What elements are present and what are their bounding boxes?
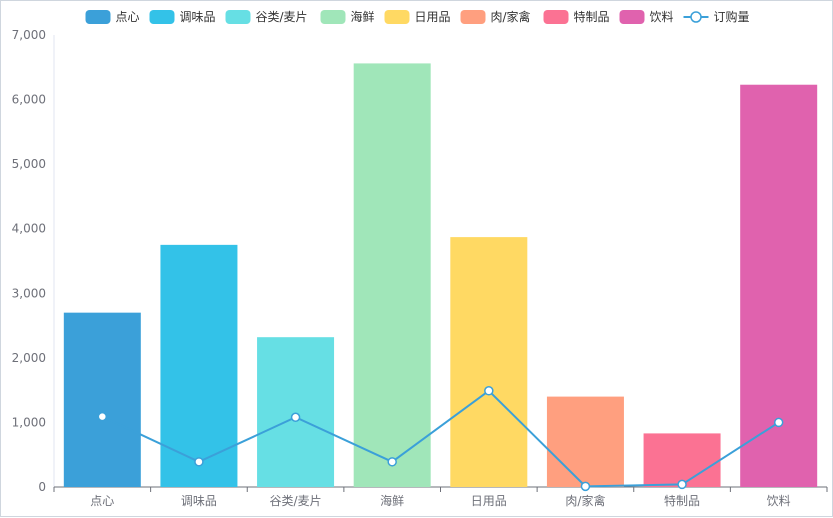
line-point <box>484 386 494 396</box>
legend-swatch <box>320 10 346 24</box>
x-tick-label: 海鲜 <box>380 493 404 508</box>
y-tick-label: 3,000 <box>12 286 46 300</box>
legend-label: 调味品 <box>180 10 216 24</box>
x-tick-label: 点心 <box>90 494 114 508</box>
y-tick-label: 7,000 <box>12 28 46 42</box>
line-point <box>290 412 301 423</box>
x-tick-label: 饮料 <box>767 494 791 508</box>
legend-label: 日用品 <box>415 10 451 24</box>
x-tick-label: 调味品 <box>181 494 217 508</box>
legend-label: 订购量 <box>714 9 750 24</box>
bar <box>643 433 721 487</box>
legend-line-marker <box>690 11 702 23</box>
legend-label: 谷类/麦片 <box>256 10 308 24</box>
legend-swatch <box>384 10 410 24</box>
bar <box>353 63 431 487</box>
y-tick-label: 4,000 <box>12 222 46 236</box>
line-point <box>97 411 108 422</box>
line-point <box>677 479 687 490</box>
line-point <box>387 457 397 467</box>
legend-swatch <box>460 10 486 24</box>
legend-label: 特制品 <box>574 9 610 24</box>
y-tick-label: 5,000 <box>12 157 46 171</box>
bar <box>257 337 335 487</box>
bar <box>450 237 528 487</box>
legend-swatch <box>225 10 251 24</box>
y-tick-label: 2,000 <box>12 351 46 365</box>
bar <box>63 312 141 487</box>
x-tick-label: 肉/家禽 <box>565 493 605 508</box>
legend-label: 点心 <box>116 10 140 24</box>
legend-label: 肉/家禽 <box>491 9 531 24</box>
x-tick-label: 日用品 <box>471 494 507 508</box>
x-tick-label: 特制品 <box>664 493 700 508</box>
line-point <box>194 457 204 467</box>
line-point <box>773 417 784 428</box>
legend-swatch <box>85 10 111 24</box>
bar <box>546 396 624 487</box>
bar <box>160 244 238 487</box>
legend-swatch <box>543 10 569 24</box>
y-tick-label: 1,000 <box>12 415 46 429</box>
y-tick-label: 6,000 <box>12 93 46 107</box>
x-tick-label: 谷类/麦片 <box>270 494 322 508</box>
legend-label: 饮料 <box>650 10 674 24</box>
order-line <box>101 389 780 488</box>
line-point <box>580 481 591 492</box>
legend-swatch <box>619 10 645 24</box>
legend-label: 海鲜 <box>351 9 375 24</box>
y-tick-label: 0 <box>38 480 46 494</box>
legend-swatch <box>149 10 175 24</box>
